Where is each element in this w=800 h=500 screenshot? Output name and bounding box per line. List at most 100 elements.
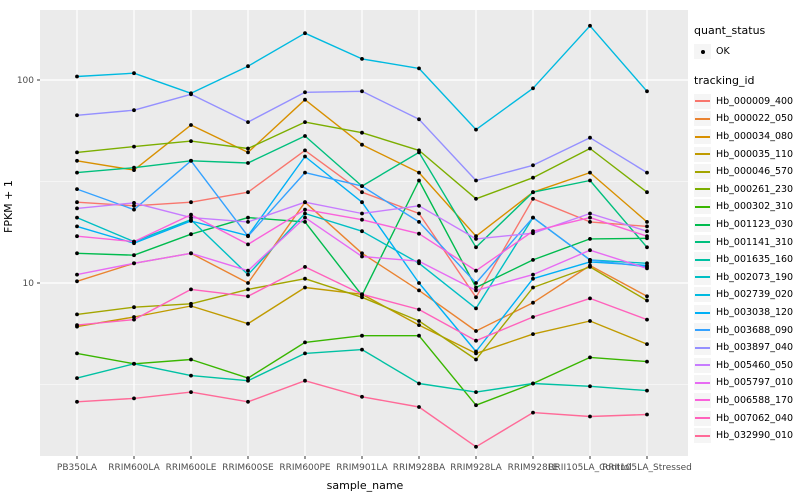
data-point [132, 315, 136, 319]
data-point [246, 287, 250, 292]
data-point [360, 251, 364, 256]
data-point [531, 163, 535, 168]
x-tick-label: RRIM600PE [279, 463, 331, 473]
data-point [189, 390, 193, 394]
data-point [360, 333, 364, 338]
tracking-id-legend-item: Hb_006588_170 [694, 392, 800, 410]
x-tick-label: PB350LA [57, 463, 98, 473]
data-point [303, 154, 307, 159]
data-point [75, 272, 79, 277]
data-point [588, 215, 592, 220]
series-color-key-icon [694, 287, 711, 303]
data-point [417, 281, 421, 285]
data-point [531, 272, 535, 277]
tracking-id-legend-item: Hb_000035_110 [694, 145, 800, 163]
data-point [246, 190, 250, 195]
x-tick-label: RRIM600SE [222, 463, 274, 473]
legend-panel: quant_status OK tracking_id Hb_000009_40… [694, 24, 800, 444]
data-point [645, 342, 649, 346]
tracking-id-legend-item: Hb_007062_040 [694, 409, 800, 427]
tracking-id-item-label: Hb_005797_010 [716, 377, 794, 389]
data-point [474, 237, 478, 241]
data-point [303, 285, 307, 290]
tracking-id-item-label: Hb_003897_040 [716, 342, 794, 354]
data-point [360, 254, 364, 259]
data-point [132, 261, 136, 266]
tracking-id-item-label: Hb_002073_190 [716, 271, 794, 283]
data-point [303, 120, 307, 124]
data-point [417, 259, 421, 264]
tracking-id-legend-item: Hb_000034_080 [694, 128, 800, 146]
data-point [474, 127, 478, 132]
data-point [474, 245, 478, 250]
data-point [132, 253, 136, 258]
data-point [474, 234, 478, 239]
series-color-key-icon [694, 305, 711, 321]
data-point [474, 390, 478, 394]
data-point [132, 201, 136, 205]
data-point [360, 190, 364, 195]
data-point [132, 239, 136, 244]
data-point [132, 144, 136, 149]
tracking-id-item-label: Hb_003688_090 [716, 324, 794, 336]
data-point [645, 298, 649, 303]
tracking-id-item-label: Hb_001141_310 [716, 236, 794, 248]
data-point [246, 268, 250, 273]
series-color-key-icon [694, 410, 711, 426]
data-point [303, 200, 307, 205]
tracking-id-item-label: Hb_006588_170 [716, 394, 794, 406]
data-point [75, 323, 79, 327]
data-point [246, 281, 250, 285]
data-point [189, 373, 193, 378]
data-point [189, 158, 193, 163]
tracking-id-item-label: Hb_001123_030 [716, 219, 794, 231]
data-point [531, 86, 535, 91]
data-point [75, 215, 79, 220]
data-point [189, 219, 193, 223]
data-point [474, 403, 478, 408]
ok-point-marker-icon [694, 44, 711, 60]
data-point [531, 285, 535, 290]
series-color-key-icon [694, 181, 711, 197]
data-point [417, 288, 421, 293]
quant-status-legend-item: OK [694, 43, 800, 61]
data-point [246, 234, 250, 239]
data-point [132, 305, 136, 310]
x-tick-label: RRIM928LA [450, 463, 502, 473]
tracking-id-legend-item: Hb_003897_040 [694, 339, 800, 357]
tracking-id-legend-item: Hb_000022_050 [694, 110, 800, 128]
data-point [645, 234, 649, 239]
data-point [246, 215, 250, 220]
data-point [75, 234, 79, 239]
data-point [75, 224, 79, 229]
data-point [189, 215, 193, 220]
quant-status-item-label: OK [716, 46, 730, 58]
y-tick-label: 100 [17, 76, 34, 86]
data-point [531, 229, 535, 234]
data-point [132, 207, 136, 212]
data-point [588, 135, 592, 140]
data-point [645, 220, 649, 224]
series-color-key-icon [694, 164, 711, 180]
data-point [75, 399, 79, 404]
data-point [588, 23, 592, 28]
data-point [417, 170, 421, 175]
data-point [474, 178, 478, 183]
data-point [132, 203, 136, 208]
data-point [189, 139, 193, 144]
data-point [645, 89, 649, 94]
data-point [645, 317, 649, 322]
data-point [75, 376, 79, 380]
data-point [360, 57, 364, 61]
data-point [132, 396, 136, 401]
data-point [303, 148, 307, 153]
data-point [588, 178, 592, 183]
data-point [474, 349, 478, 354]
data-point [246, 120, 250, 124]
data-point [360, 89, 364, 94]
data-point [75, 206, 79, 211]
series-color-key-icon [694, 217, 711, 233]
data-point [417, 333, 421, 338]
tracking-id-item-label: Hb_001635_160 [716, 254, 794, 266]
data-point [132, 71, 136, 76]
